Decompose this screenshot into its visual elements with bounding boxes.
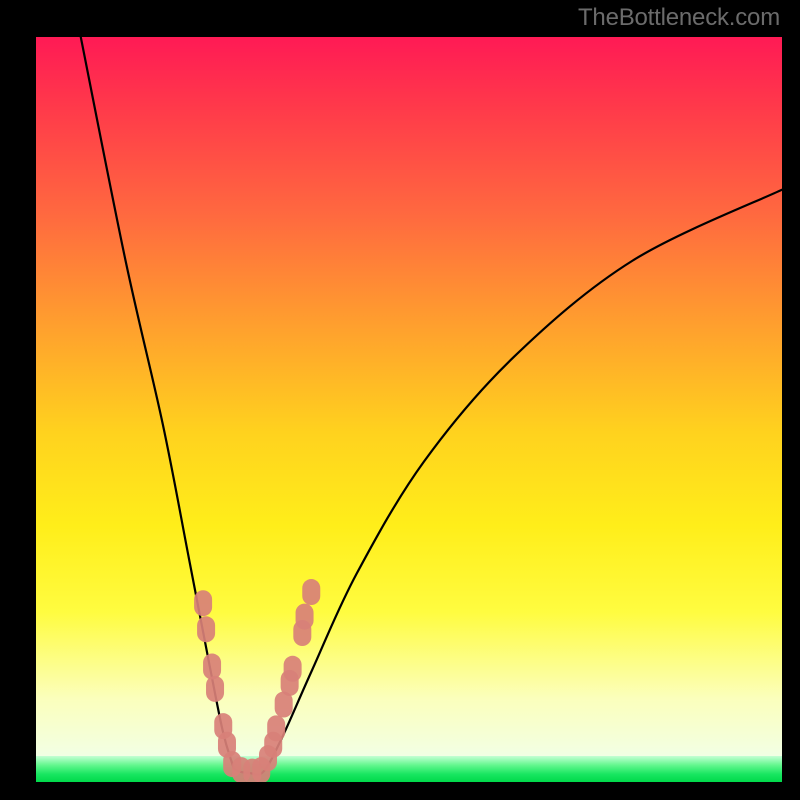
frame-bottom xyxy=(0,782,800,800)
marker-point xyxy=(302,579,320,605)
bottleneck-curve xyxy=(81,37,782,775)
marker-point xyxy=(284,656,302,682)
marker-point xyxy=(194,590,212,616)
frame-right xyxy=(782,0,800,800)
plot-area xyxy=(36,37,782,782)
marker-point xyxy=(197,616,215,642)
chart-svg xyxy=(36,37,782,782)
markers-group xyxy=(194,579,320,782)
marker-point xyxy=(296,604,314,630)
marker-point xyxy=(203,654,221,680)
frame-left xyxy=(0,0,36,800)
marker-point xyxy=(206,676,224,702)
chart-container: TheBottleneck.com xyxy=(0,0,800,800)
watermark-text: TheBottleneck.com xyxy=(578,4,780,32)
marker-point xyxy=(267,715,285,741)
